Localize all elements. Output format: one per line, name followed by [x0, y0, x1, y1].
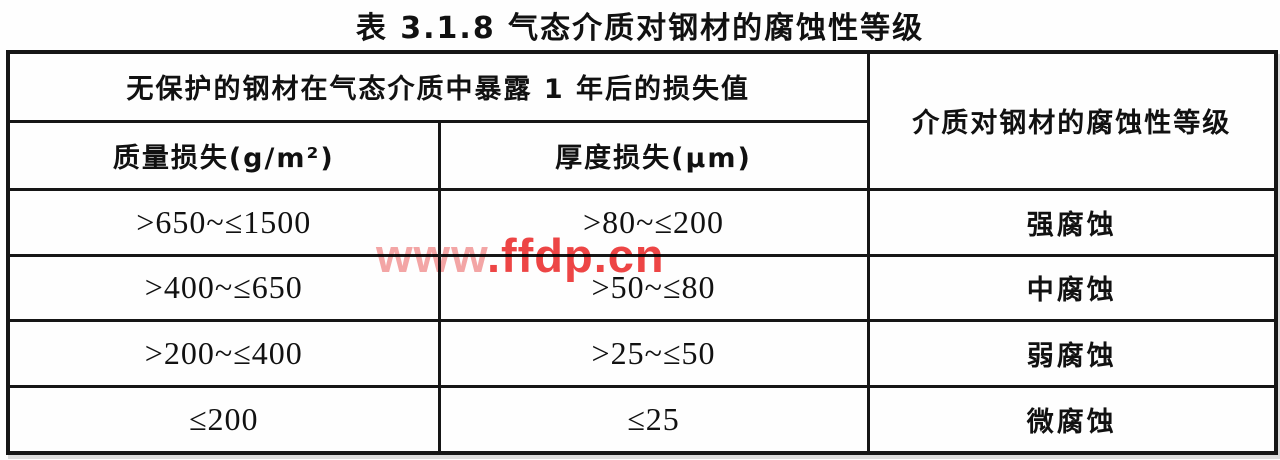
- header-row-2: 质量损失(g/m²) 厚度损失(μm): [6, 119, 1276, 191]
- grade-value: 弱腐蚀: [866, 319, 1278, 389]
- table-row: >400~≤650 >50~≤80 中腐蚀: [6, 253, 1278, 323]
- grade-value: 微腐蚀: [866, 385, 1278, 455]
- grade-value: 中腐蚀: [866, 253, 1278, 323]
- thickness-loss-value: ≤25: [437, 385, 870, 455]
- thickness-loss-value: >25~≤50: [437, 319, 870, 389]
- table-row: >650~≤1500 >80~≤200 强腐蚀: [6, 187, 1278, 257]
- grade-value: 强腐蚀: [866, 187, 1278, 257]
- mass-loss-value: ≤200: [6, 385, 441, 455]
- header-loss-after-one-year: 无保护的钢材在气态介质中暴露 1 年后的损失值: [6, 50, 870, 123]
- corrosion-grade-table: 无保护的钢材在气态介质中暴露 1 年后的损失值 介质对钢材的腐蚀性等级 质量损失…: [6, 50, 1278, 455]
- mass-loss-value: >650~≤1500: [6, 187, 441, 257]
- header-corrosivity-grade: 介质对钢材的腐蚀性等级: [866, 50, 1278, 191]
- header-thickness-loss: 厚度损失(μm): [437, 119, 870, 191]
- header-mass-loss: 质量损失(g/m²): [6, 119, 441, 191]
- mass-loss-value: >400~≤650: [6, 253, 441, 323]
- mass-loss-value: >200~≤400: [6, 319, 441, 389]
- table-caption: 表 3.1.8 气态介质对钢材的腐蚀性等级: [355, 11, 925, 46]
- thickness-loss-value: >50~≤80: [437, 253, 870, 323]
- table-row: ≤200 ≤25 微腐蚀: [6, 385, 1278, 455]
- table-row: >200~≤400 >25~≤50 弱腐蚀: [6, 319, 1278, 389]
- thickness-loss-value: >80~≤200: [437, 187, 870, 257]
- header-row-1: 无保护的钢材在气态介质中暴露 1 年后的损失值 介质对钢材的腐蚀性等级: [6, 50, 1278, 191]
